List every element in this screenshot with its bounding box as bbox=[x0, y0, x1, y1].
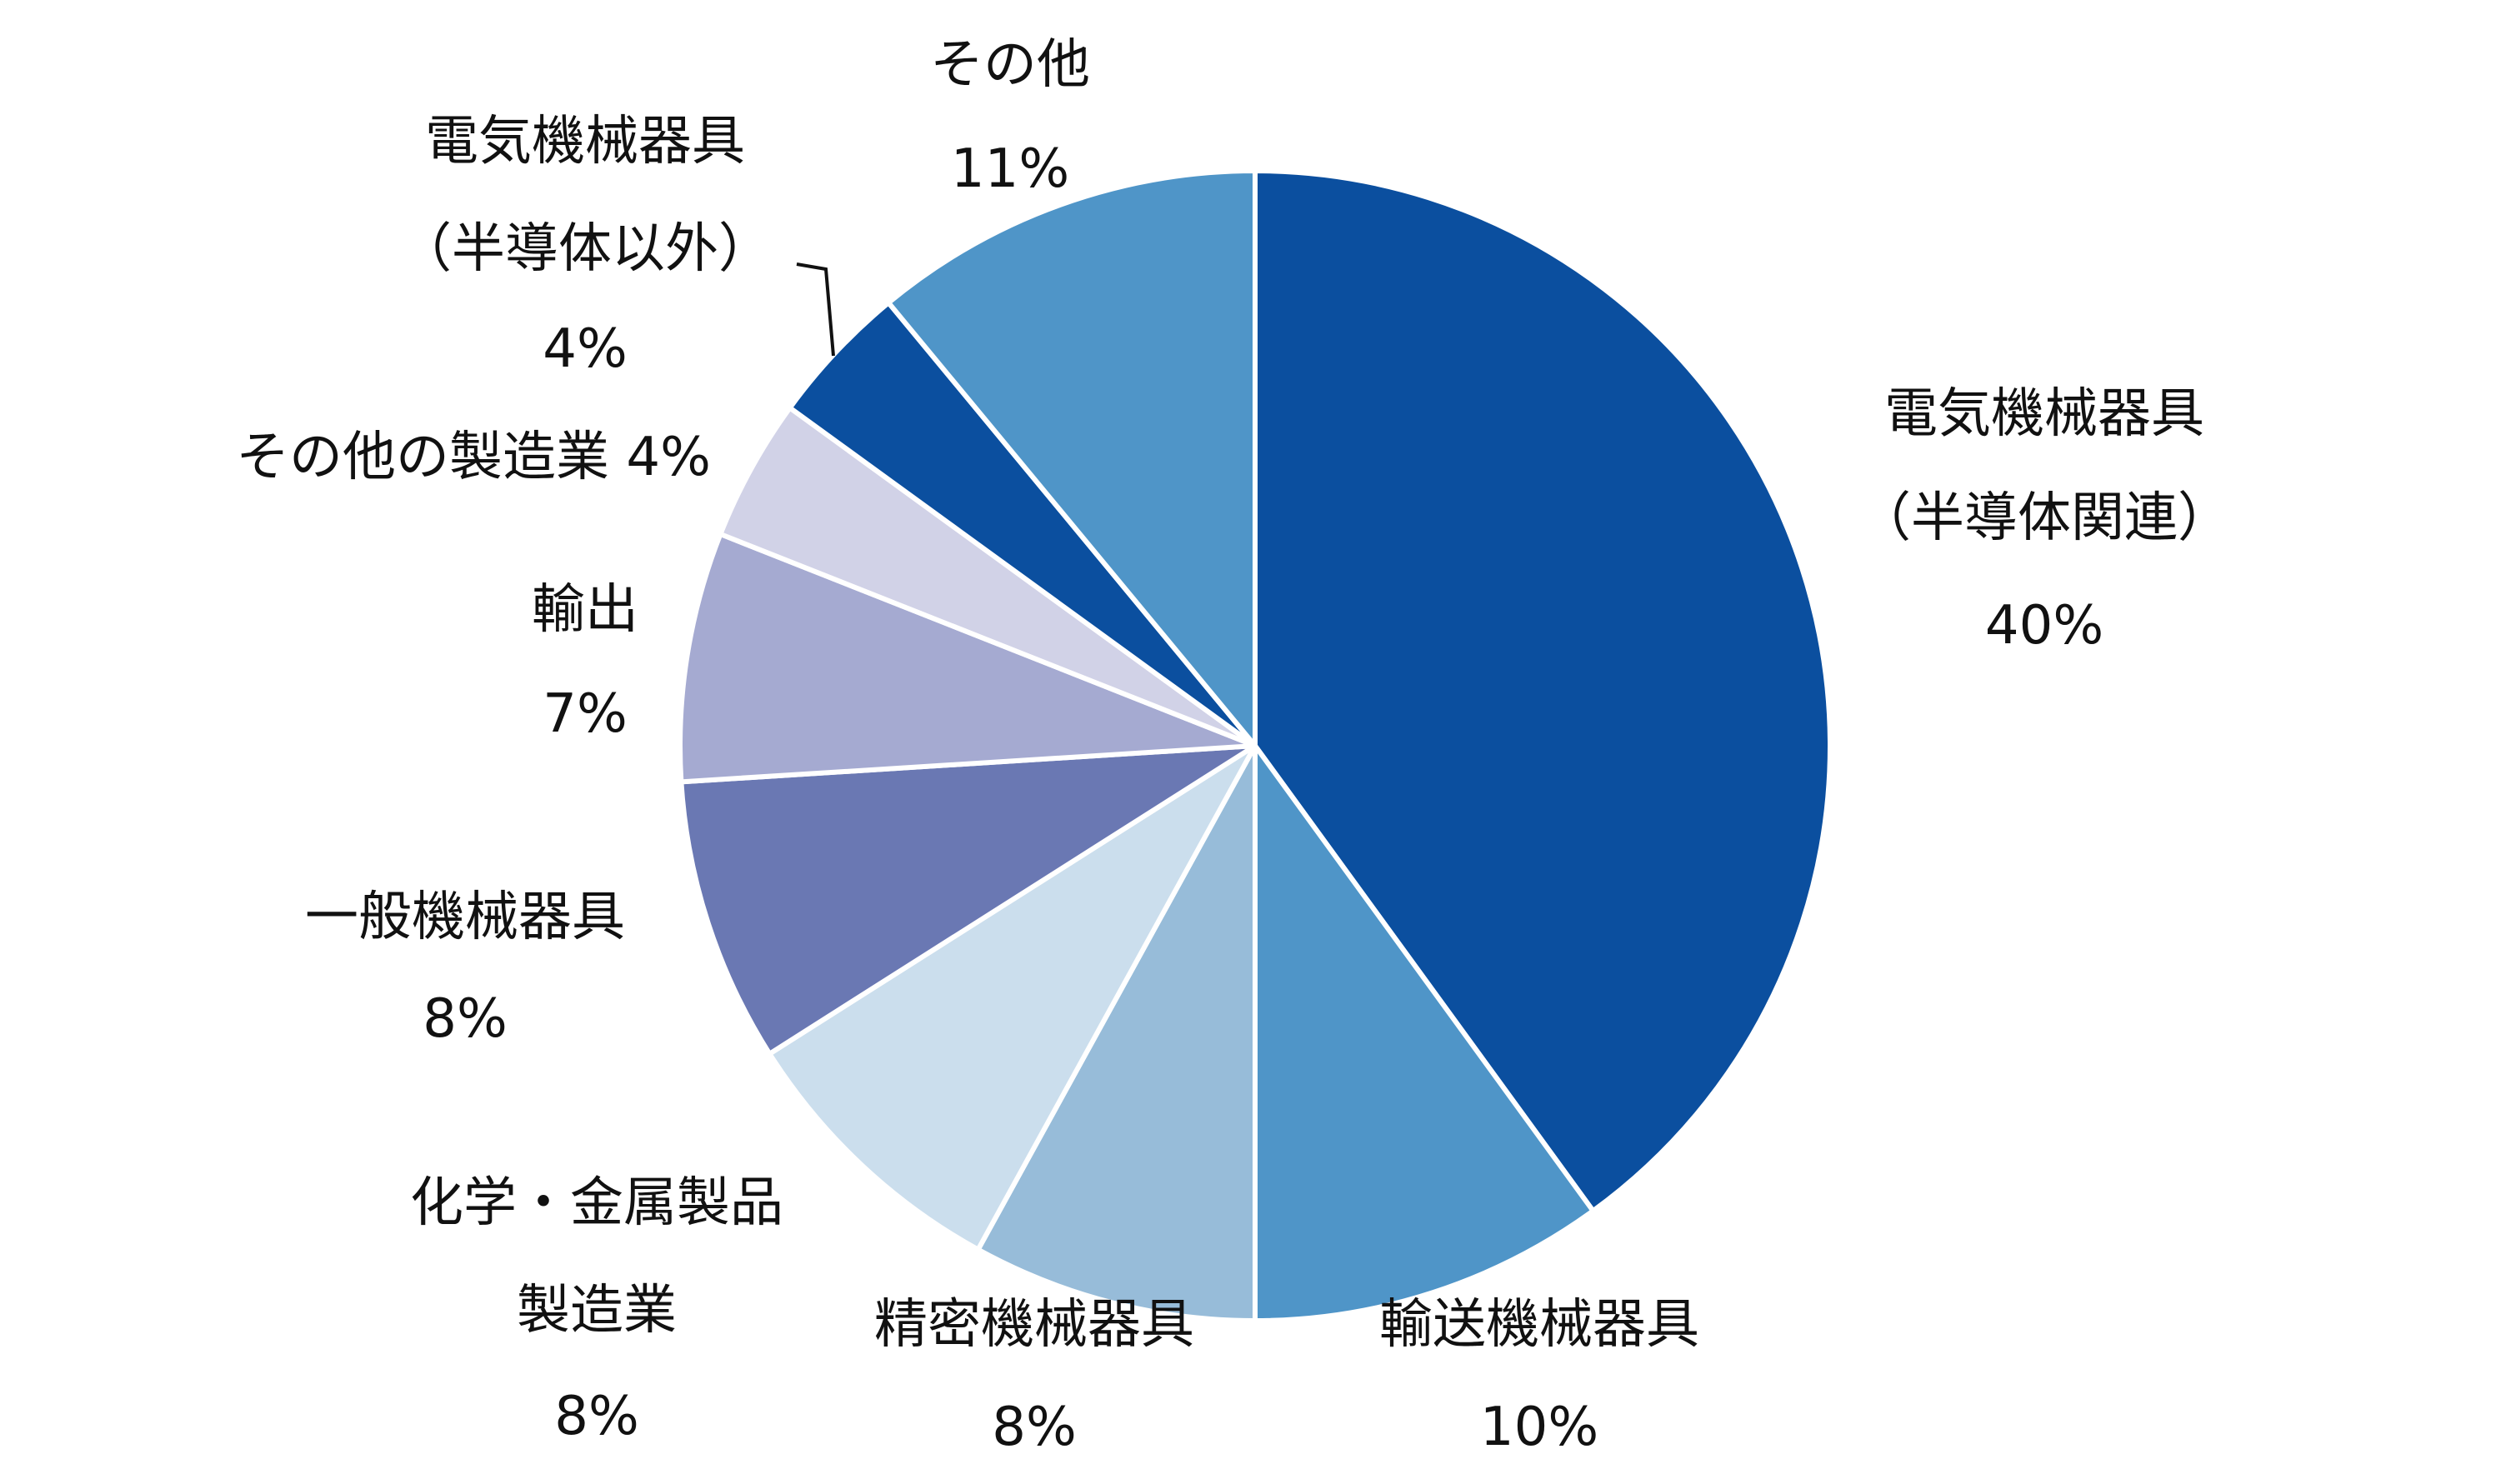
pie-slice-2 bbox=[974, 744, 1258, 1324]
slice-value-label-8: 11% bbox=[951, 138, 1069, 200]
slice-value-label-3: 8% bbox=[554, 1386, 639, 1447]
pie-slice-1 bbox=[1253, 737, 1597, 1324]
pie-slice-5 bbox=[678, 531, 1257, 785]
slice-value-label-2: 8% bbox=[992, 1397, 1077, 1458]
slice-category-label-4: 一般機械器具 bbox=[305, 887, 625, 948]
slice-category-label-0: 電気機械器具 bbox=[1884, 383, 2204, 445]
slice-category-label-3: 化学・金属製品 bbox=[410, 1172, 783, 1234]
slice-category-label-0: （半導体関連） bbox=[1858, 487, 2231, 549]
leader-line bbox=[796, 262, 835, 357]
slice-category-label-1: 輸送機械器具 bbox=[1379, 1294, 1699, 1356]
pie-slice-3 bbox=[766, 743, 1258, 1253]
slice-value-label-4: 8% bbox=[423, 988, 508, 1050]
slice-category-label-7: 電気機械器具 bbox=[425, 111, 745, 172]
slice-value-label-5: 7% bbox=[543, 683, 628, 745]
pie-slice-0 bbox=[1253, 167, 1833, 1215]
pie-slice-8 bbox=[884, 167, 1258, 753]
slice-value-label-1: 10% bbox=[1480, 1397, 1598, 1458]
slice-category-label-8: その他 bbox=[930, 34, 1090, 96]
pie-slice-4 bbox=[678, 743, 1257, 1057]
slice-value-label-7: 4% bbox=[543, 318, 628, 380]
slice-category-label-3: 製造業 bbox=[517, 1280, 677, 1342]
slice-category-label-2: 精密機械器具 bbox=[874, 1294, 1194, 1356]
slice-category-label-6: その他の製造業 4% bbox=[236, 427, 711, 488]
slice-category-label-5: 輸出 bbox=[532, 579, 638, 641]
slice-value-label-0: 40% bbox=[1985, 595, 2103, 657]
slice-category-label-7: （半導体以外） bbox=[398, 218, 772, 280]
